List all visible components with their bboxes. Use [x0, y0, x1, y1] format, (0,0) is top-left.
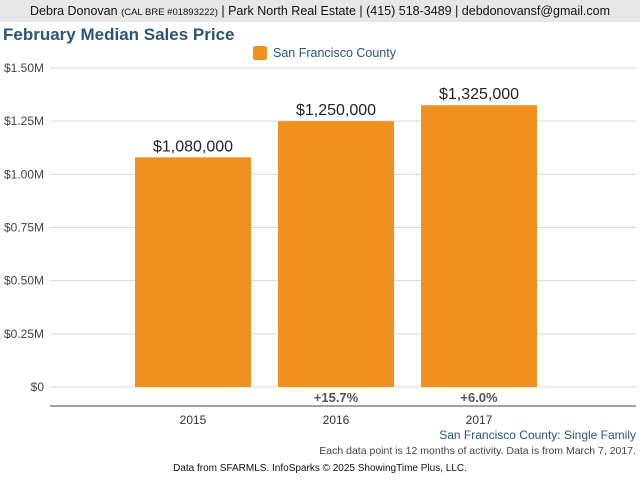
agent-contact: | Park North Real Estate | (415) 518-348…	[221, 4, 610, 18]
y-tick-label: $0	[31, 380, 45, 394]
chart-title: February Median Sales Price	[3, 25, 235, 44]
bar	[135, 157, 251, 387]
legend-swatch	[253, 46, 267, 60]
bar	[421, 105, 537, 387]
y-tick-label: $1.50M	[4, 61, 44, 75]
x-tick-label: 2016	[323, 413, 350, 427]
bar-change-label: +15.7%	[314, 390, 359, 405]
data-note: Each data point is 12 months of activity…	[319, 445, 636, 457]
bar-change-label: +6.0%	[460, 390, 498, 405]
license-number: (CAL BRE #01893222)	[121, 7, 218, 18]
agent-name: Debra Donovan	[30, 4, 118, 18]
source-credit: Data from SFARMLS. InfoSparks © 2025 Sho…	[173, 463, 467, 474]
bar-value-label: $1,080,000	[153, 138, 233, 155]
region-label[interactable]: San Francisco County: Single Family	[439, 428, 636, 442]
x-tick-label: 2017	[466, 413, 493, 427]
x-tick-label: 2015	[180, 413, 207, 427]
bar	[278, 121, 394, 388]
legend-label: San Francisco County	[273, 46, 396, 60]
y-tick-label: $0.25M	[4, 327, 44, 341]
y-tick-label: $1.00M	[4, 167, 44, 181]
agent-header: Debra Donovan (CAL BRE #01893222) | Park…	[0, 0, 640, 22]
y-tick-label: $0.75M	[4, 221, 44, 235]
y-tick-label: $1.25M	[4, 114, 44, 128]
bar-value-label: $1,250,000	[296, 102, 376, 119]
chart-legend[interactable]: San Francisco County	[253, 45, 396, 61]
bar-value-label: $1,325,000	[439, 86, 519, 103]
y-tick-label: $0.50M	[4, 274, 44, 288]
